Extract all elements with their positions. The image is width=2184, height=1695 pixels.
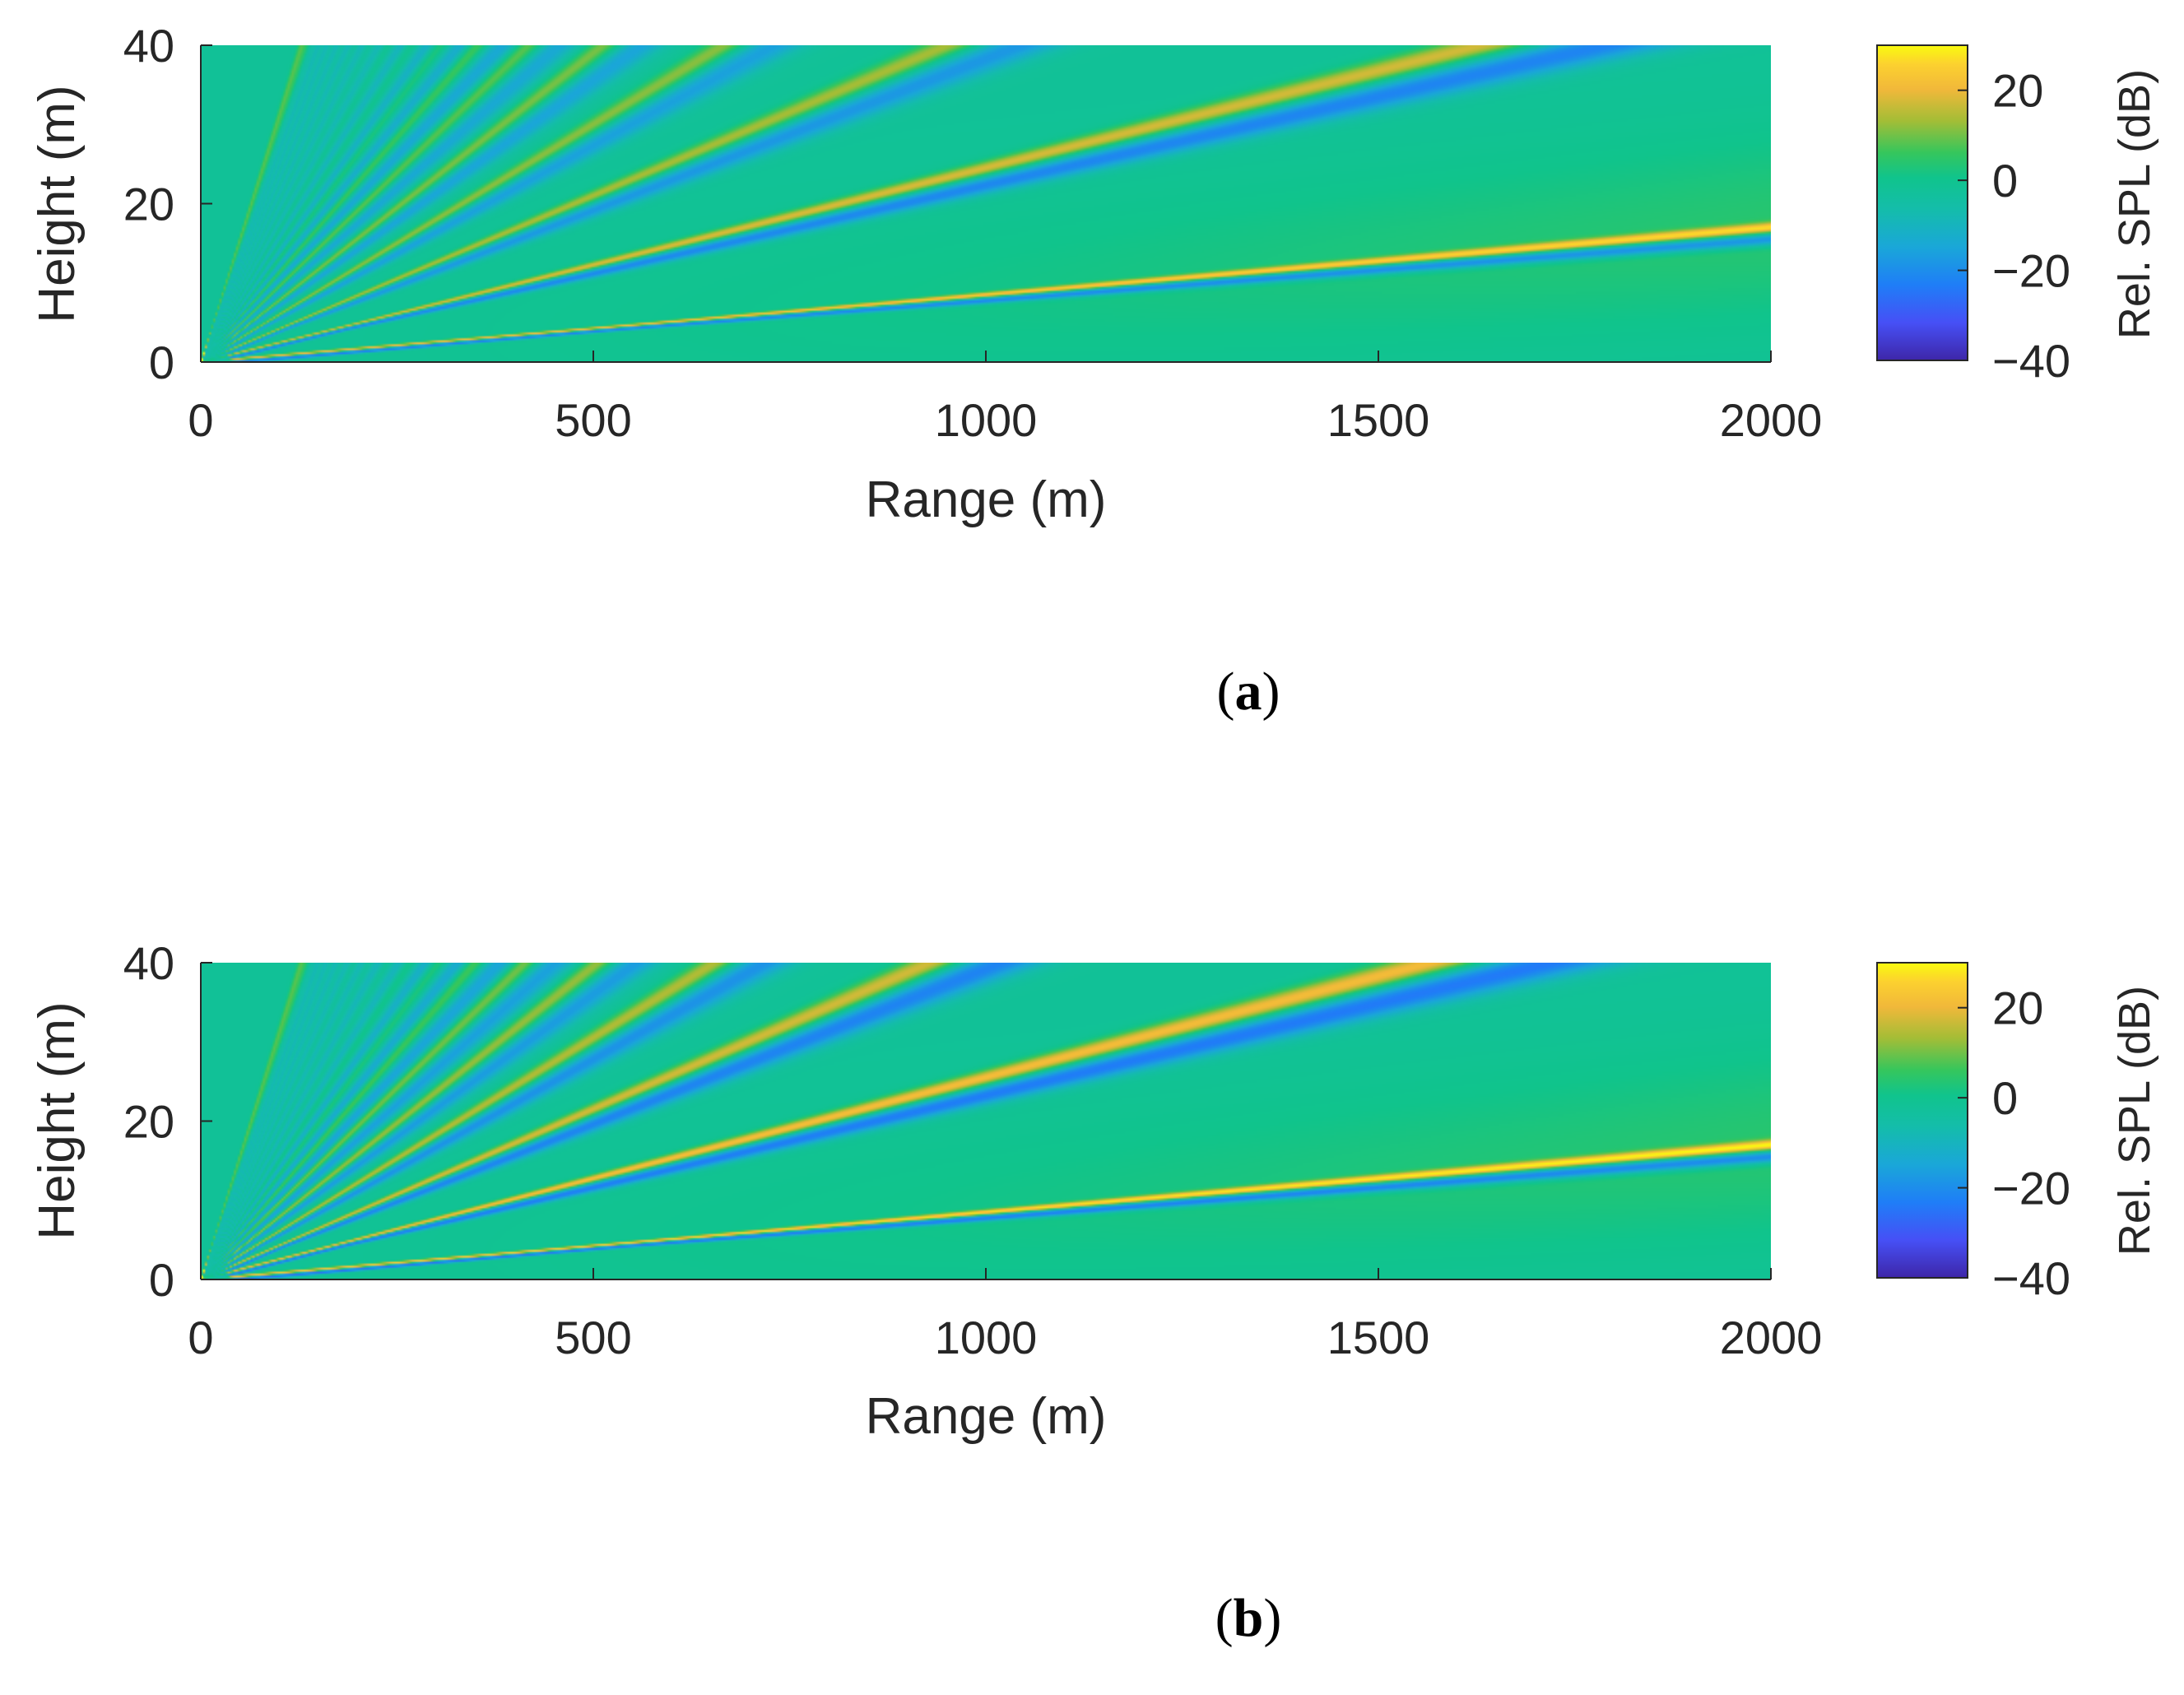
panel-label-b-letter: b — [1234, 1588, 1264, 1648]
colorbar-tick-label: −40 — [1992, 335, 2070, 387]
y-tick-group: 0 20 40 — [123, 937, 212, 1306]
y-tick-label: 20 — [123, 1096, 174, 1148]
panel-a: 0 500 1000 1500 2000 0 20 40 Range (m) Height … — [29, 20, 2159, 722]
heatmap-image — [201, 45, 1771, 362]
x-axis-label: Range (m) — [866, 1388, 1107, 1445]
colorbar — [1876, 44, 1968, 361]
colorbar-label: Rel. SPL (dB) — [2110, 69, 2159, 339]
x-tick-label: 1500 — [1327, 1312, 1430, 1363]
x-tick-label: 0 — [188, 1312, 213, 1363]
colorbar-tick-label: 20 — [1992, 65, 2043, 117]
colorbar-tick-label: 20 — [1992, 982, 2043, 1034]
y-tick-label: 40 — [123, 937, 174, 989]
colorbar-tick-group: 20 0 −20 −40 — [1958, 982, 2070, 1304]
y-tick-label: 0 — [149, 337, 174, 388]
panel-b: 0 500 1000 1500 2000 0 20 40 Range (m) Height … — [29, 937, 2159, 1648]
x-tick-label: 1000 — [935, 1312, 1038, 1363]
heatmap-image — [201, 963, 1771, 1279]
y-tick-label: 40 — [123, 20, 174, 72]
x-tick-label: 2000 — [1720, 1312, 1823, 1363]
colorbar-tick-label: −20 — [1992, 245, 2070, 297]
x-tick-label: 0 — [188, 394, 213, 446]
colorbar-tick-label: −40 — [1992, 1252, 2070, 1304]
colorbar-label: Rel. SPL (dB) — [2110, 986, 2159, 1256]
x-tick-group: 0 500 1000 1500 2000 — [188, 1268, 1822, 1363]
colorbar-tick-label: −20 — [1992, 1163, 2070, 1214]
x-tick-label: 500 — [555, 394, 631, 446]
colorbar — [1876, 962, 1968, 1279]
x-tick-label: 1500 — [1327, 394, 1430, 446]
y-axis-label: Height (m) — [29, 1001, 86, 1239]
x-tick-group: 0 500 1000 1500 2000 — [188, 351, 1822, 446]
panel-label-a: (a) — [1217, 662, 1280, 722]
x-tick-label: 2000 — [1720, 394, 1823, 446]
y-tick-group: 0 20 40 — [123, 20, 212, 388]
x-tick-label: 500 — [555, 1312, 631, 1363]
x-tick-label: 1000 — [935, 394, 1038, 446]
colorbar-tick-label: 0 — [1992, 1072, 2018, 1124]
colorbar-tick-label: 0 — [1992, 155, 2018, 207]
y-axis-label: Height (m) — [29, 85, 86, 323]
y-tick-label: 0 — [149, 1254, 174, 1306]
panel-label-a-letter: a — [1235, 662, 1262, 722]
colorbar-tick-group: 20 0 −20 −40 — [1958, 65, 2070, 387]
y-tick-label: 20 — [123, 179, 174, 230]
panel-label-b: (b) — [1215, 1588, 1282, 1648]
x-axis-label: Range (m) — [866, 471, 1107, 528]
